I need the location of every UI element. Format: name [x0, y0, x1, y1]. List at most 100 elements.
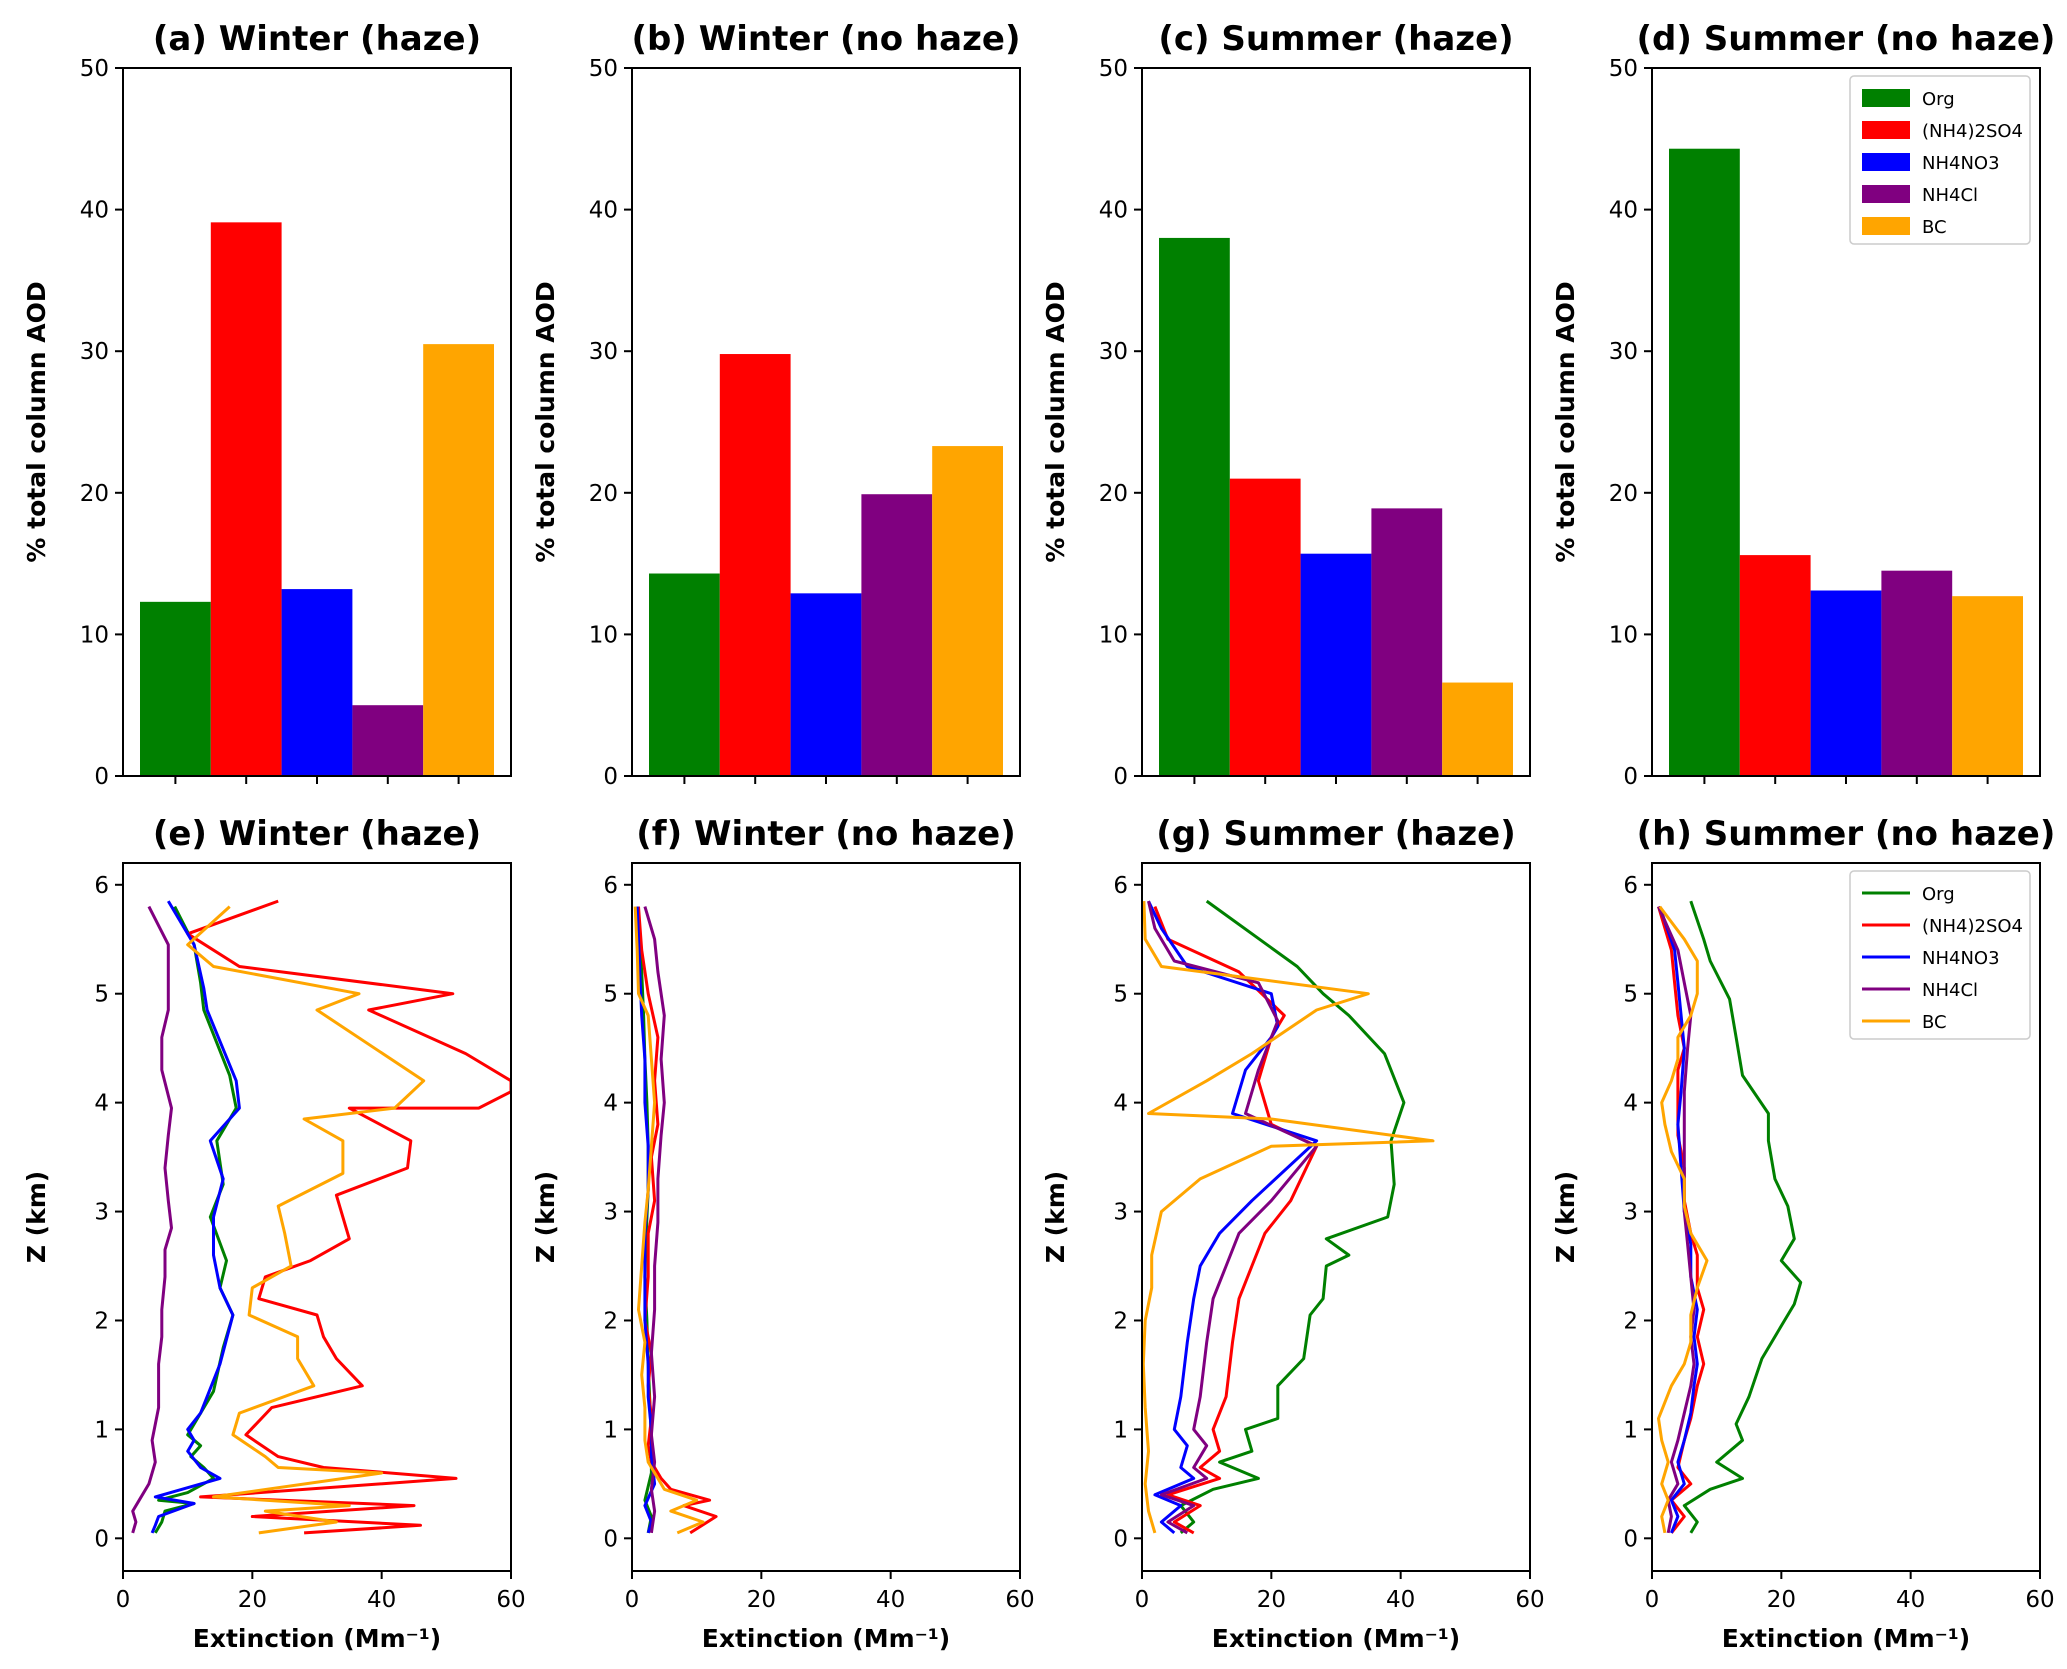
series-line-org [1682, 900, 1803, 1534]
bar-org [140, 601, 211, 776]
y-tick-label: 2 [1623, 1308, 1638, 1334]
y-tick-label: 3 [94, 1200, 109, 1226]
series-line-bc [186, 905, 426, 1535]
y-tick-label: 10 [1609, 622, 1638, 648]
bar-nh4no3 [790, 593, 862, 776]
x-tick-label: 40 [876, 1587, 905, 1613]
series-line-bc [1142, 901, 1435, 1534]
legend-label: NH4NO3 [1922, 948, 2000, 969]
y-tick-label: 1 [1113, 1417, 1128, 1443]
y-axis-label: % total column AOD [1041, 281, 1070, 562]
x-tick-label: 0 [1645, 1587, 1660, 1613]
y-tick-label: 0 [603, 764, 618, 790]
axes-frame [631, 862, 1021, 1572]
panel-title: (d) Summer (no haze) [1637, 19, 2056, 59]
y-tick-label: 0 [1623, 764, 1638, 790]
legend-swatch [1862, 121, 1910, 139]
y-tick-label: 50 [80, 56, 109, 82]
x-tick-label: 20 [747, 1587, 776, 1613]
legend: Org (NH4)2SO4 NH4NO3 NH4Cl BC [1849, 75, 2031, 245]
axes-frame [1651, 67, 2041, 777]
y-axis-label: % total column AOD [531, 281, 560, 562]
y-tick-label: 5 [1113, 982, 1128, 1008]
y-tick-label: 6 [1623, 873, 1638, 899]
series-line-nh4cl [1657, 905, 1696, 1534]
y-axis-label: Z (km) [531, 1171, 560, 1263]
panel-title: (a) Winter (haze) [153, 19, 481, 59]
series-line-nh4no3 [150, 900, 241, 1534]
panel-a: (a) Winter (haze) % total column AOD 0 10 20… [22, 19, 512, 790]
x-tick-label: 60 [496, 1587, 525, 1613]
bar-nh4cl [1371, 508, 1443, 776]
legend-label: NH4Cl [1922, 185, 1978, 206]
x-tick-label: 40 [367, 1587, 396, 1613]
y-tick-label: 0 [94, 764, 109, 790]
bar-nh4cl [861, 494, 933, 776]
x-tick-label: 0 [625, 1587, 640, 1613]
legend-swatch [1862, 89, 1910, 107]
y-tick-label: 3 [1113, 1200, 1128, 1226]
y-tick-label: 30 [1099, 339, 1128, 365]
bar-nh42so4 [1229, 478, 1301, 776]
y-tick-label: 0 [603, 1526, 618, 1552]
legend-swatch [1862, 185, 1910, 203]
series-line-nh4cl [1147, 900, 1319, 1535]
axes-frame [122, 67, 512, 777]
legend: Org (NH4)2SO4 NH4NO3 NH4Cl BC [1849, 870, 2031, 1040]
y-tick-label: 30 [80, 339, 109, 365]
y-tick-label: 1 [603, 1417, 618, 1443]
panel-title: (e) Winter (haze) [153, 814, 481, 854]
panel-b: (b) Winter (no haze) % total column AOD 0 1… [531, 19, 1021, 790]
y-tick-label: 10 [1099, 622, 1128, 648]
y-tick-label: 4 [1113, 1091, 1128, 1117]
y-tick-label: 20 [1609, 481, 1638, 507]
legend-label: BC [1922, 217, 1947, 238]
y-tick-label: 6 [94, 873, 109, 899]
series-line-nh42so4 [1153, 906, 1319, 1535]
y-tick-label: 5 [603, 982, 618, 1008]
series-line-nh42so4 [186, 899, 511, 1535]
y-tick-label: 3 [603, 1200, 618, 1226]
series-line-nh4no3 [635, 906, 657, 1534]
panel-title: (c) Summer (haze) [1158, 19, 1513, 59]
y-tick-label: 2 [94, 1308, 109, 1334]
legend-swatch [1862, 217, 1910, 235]
series-line-nh4cl [131, 905, 173, 1534]
bar-bc [1952, 596, 2023, 776]
y-tick-label: 2 [603, 1308, 618, 1334]
y-tick-label: 5 [1623, 982, 1638, 1008]
panel-title: (h) Summer (no haze) [1637, 814, 2056, 854]
y-tick-label: 5 [94, 982, 109, 1008]
x-axis-label: Extinction (Mm⁻¹) [1722, 1624, 1970, 1653]
x-tick-label: 0 [1135, 1587, 1150, 1613]
y-tick-label: 40 [589, 198, 618, 224]
y-tick-label: 0 [1623, 1526, 1638, 1552]
axes-frame [1141, 862, 1531, 1572]
bar-bc [932, 446, 1003, 776]
y-tick-label: 2 [1113, 1308, 1128, 1334]
legend-label: Org [1922, 884, 1955, 905]
y-tick-label: 4 [94, 1091, 109, 1117]
legend-label: (NH4)2SO4 [1922, 916, 2023, 937]
axes-frame [122, 862, 512, 1572]
y-tick-label: 30 [589, 339, 618, 365]
bar-nh4no3 [1810, 590, 1882, 776]
bar-nh42so4 [210, 222, 282, 776]
bar-org [1159, 237, 1230, 777]
legend-label: NH4Cl [1922, 980, 1978, 1001]
bar-nh4no3 [1300, 553, 1372, 776]
x-tick-label: 40 [1896, 1587, 1925, 1613]
series-line-nh4no3 [1147, 900, 1319, 1535]
panel-title: (f) Winter (no haze) [636, 814, 1015, 854]
y-tick-label: 3 [1623, 1200, 1638, 1226]
bar-nh42so4 [1739, 555, 1811, 776]
x-tick-label: 20 [238, 1587, 267, 1613]
series-line-bc [633, 906, 705, 1535]
bar-nh42so4 [719, 354, 791, 776]
legend-label: NH4NO3 [1922, 153, 2000, 174]
y-axis-label: % total column AOD [1551, 281, 1580, 562]
